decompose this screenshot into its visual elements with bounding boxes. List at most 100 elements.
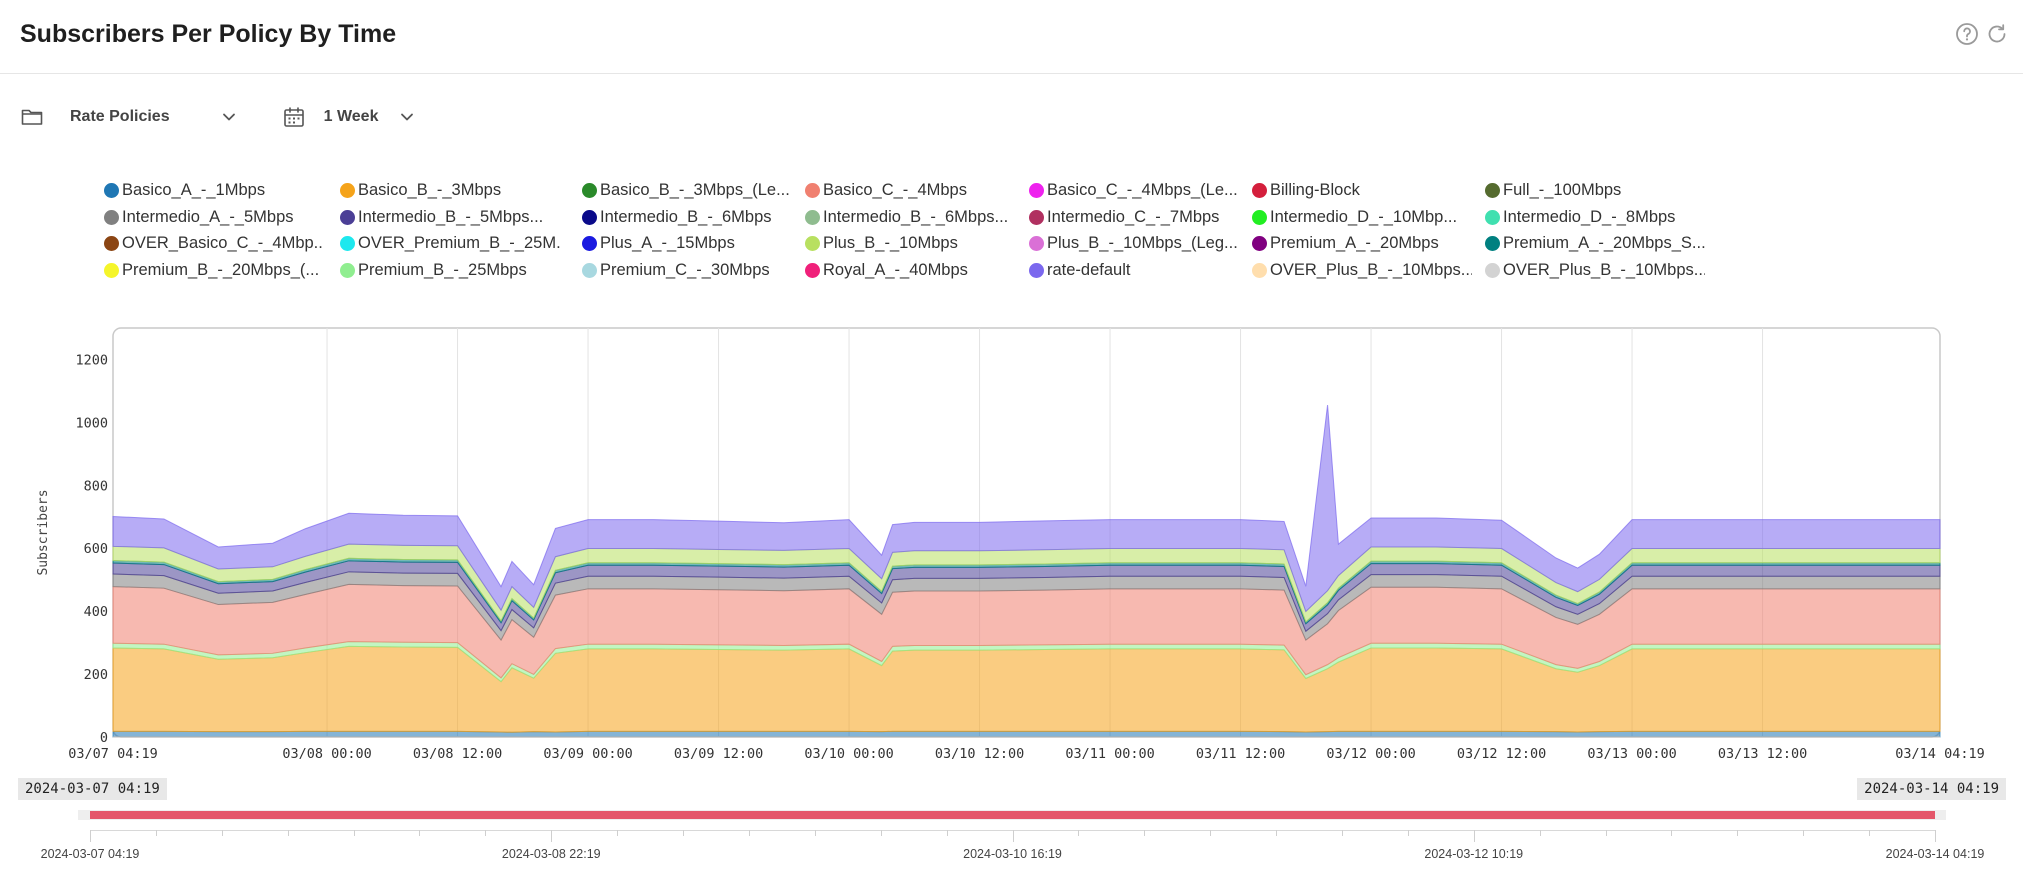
legend-item[interactable]: Plus_B_-_10Mbps — [805, 234, 1025, 253]
y-tick-label: 1000 — [75, 415, 108, 431]
x-tick-label: 03/11 00:00 — [1065, 746, 1154, 760]
legend-label: OVER_Plus_B_-_10Mbps... — [1270, 260, 1472, 279]
navigator-axis-label: 2024-03-14 04:19 — [1885, 847, 1985, 861]
legend-label: rate-default — [1047, 260, 1131, 279]
legend-color-swatch — [1252, 236, 1267, 251]
legend-label: Premium_C_-_30Mbps — [600, 260, 770, 279]
time-period-dropdown[interactable]: 1 Week — [324, 108, 417, 126]
legend-label: Intermedio_C_-_7Mbps — [1047, 207, 1220, 226]
legend-label: OVER_Basico_C_-_4Mbp... — [122, 234, 324, 252]
series-area[interactable] — [112, 645, 1941, 733]
range-navigator-selection[interactable] — [90, 811, 1935, 819]
legend-item[interactable]: OVER_Basico_C_-_4Mbp... — [104, 234, 324, 253]
legend-color-swatch — [104, 183, 119, 198]
legend-label: Premium_B_-_20Mbps_(... — [122, 260, 320, 279]
legend-item[interactable]: Intermedio_D_-_8Mbps — [1485, 208, 1705, 227]
navigator-tick — [1276, 830, 1278, 836]
navigator-tick — [1671, 830, 1673, 836]
calendar-icon — [282, 105, 306, 129]
legend-item[interactable]: OVER_Premium_B_-_25M... — [340, 234, 560, 253]
legend-color-swatch — [340, 209, 355, 225]
legend-label: Intermedio_B_-_6Mbps... — [823, 207, 1009, 226]
legend-color-swatch — [805, 183, 820, 198]
navigator-tick — [551, 830, 553, 842]
legend-item[interactable]: Premium_C_-_30Mbps — [582, 261, 802, 280]
legend-label: Full_-_100Mbps — [1503, 181, 1622, 199]
legend-item[interactable]: Intermedio_A_-_5Mbps — [104, 208, 324, 227]
legend-color-swatch — [1485, 209, 1500, 225]
legend-label: Premium_B_-_25Mbps — [358, 260, 527, 279]
legend-label: Basico_A_-_1Mbps — [122, 181, 266, 199]
y-tick-label: 800 — [84, 478, 108, 494]
navigator-axis-label: 2024-03-12 10:19 — [1424, 847, 1524, 861]
legend-item[interactable]: Basico_C_-_4Mbps — [805, 181, 1025, 200]
legend-item[interactable]: Billing-Block — [1252, 181, 1472, 200]
legend-label: Billing-Block — [1270, 181, 1360, 199]
navigator-axis-label: 2024-03-10 16:19 — [963, 847, 1062, 861]
legend-color-swatch — [1029, 262, 1044, 278]
navigator-tick — [880, 830, 882, 836]
legend-item[interactable]: Plus_B_-_10Mbps_(Leg... — [1029, 234, 1249, 253]
range-start-label: 2024-03-07 04:19 — [18, 778, 167, 800]
x-tick-label: 03/08 12:00 — [413, 746, 502, 760]
legend-label: OVER_Premium_B_-_25M... — [358, 234, 560, 252]
navigator-tick — [1341, 830, 1343, 836]
series-area[interactable] — [112, 405, 1941, 613]
refresh-icon[interactable] — [1985, 22, 2009, 46]
navigator-tick — [1869, 830, 1871, 836]
navigator-tick — [1144, 830, 1146, 836]
legend-color-swatch — [805, 236, 820, 251]
legend-color-swatch — [582, 236, 597, 251]
legend-label: Royal_A_-_40Mbps — [823, 260, 968, 279]
legend-color-swatch — [1485, 236, 1500, 251]
navigator-tick — [617, 830, 619, 836]
legend-label: OVER_Plus_B_-_10Mbps... — [1503, 260, 1705, 279]
navigator-tick — [1605, 830, 1607, 836]
navigator-tick — [1473, 830, 1475, 842]
legend-label: Basico_B_-_3Mbps_(Le... — [600, 181, 790, 199]
legend-item[interactable]: Full_-_100Mbps — [1485, 181, 1705, 200]
legend-label: Plus_B_-_10Mbps — [823, 234, 958, 252]
time-period-label: 1 Week — [323, 108, 379, 125]
legend-item[interactable]: Intermedio_B_-_6Mbps — [582, 208, 802, 227]
legend-item[interactable]: Premium_A_-_20Mbps — [1252, 234, 1472, 253]
legend-label: Intermedio_B_-_5Mbps... — [358, 207, 544, 226]
legend-item[interactable]: Premium_B_-_20Mbps_(... — [104, 261, 324, 280]
legend-item[interactable]: Royal_A_-_40Mbps — [805, 261, 1025, 280]
policy-group-dropdown[interactable]: Rate Policies — [70, 108, 238, 126]
legend-item[interactable]: Basico_B_-_3Mbps — [340, 181, 560, 200]
x-tick-label: 03/08 00:00 — [282, 746, 371, 760]
legend-color-swatch — [340, 262, 355, 278]
legend-item[interactable]: OVER_Plus_B_-_10Mbps... — [1485, 261, 1705, 280]
legend-item[interactable]: rate-default — [1029, 261, 1249, 280]
legend-item[interactable]: Basico_B_-_3Mbps_(Le... — [582, 181, 802, 200]
help-circle-icon[interactable] — [1955, 22, 1979, 46]
legend-item[interactable]: Intermedio_B_-_6Mbps... — [805, 208, 1025, 227]
legend-item[interactable]: OVER_Plus_B_-_10Mbps... — [1252, 261, 1472, 280]
x-tick-label: 03/10 12:00 — [935, 746, 1024, 760]
legend-color-swatch — [340, 236, 355, 251]
legend-color-swatch — [1252, 183, 1267, 198]
legend-label: Plus_B_-_10Mbps_(Leg... — [1047, 234, 1238, 252]
legend-item[interactable]: Intermedio_D_-_10Mbp... — [1252, 208, 1472, 227]
legend-item[interactable]: Basico_C_-_4Mbps_(Le... — [1029, 181, 1249, 200]
navigator-tick — [155, 830, 157, 836]
legend-label: Premium_A_-_20Mbps_S... — [1503, 234, 1705, 252]
legend-color-swatch — [582, 209, 597, 225]
x-tick-label: 03/14 04:19 — [1895, 746, 1984, 760]
x-tick-label: 03/11 12:00 — [1196, 746, 1285, 760]
legend-color-swatch — [104, 236, 119, 251]
legend-item[interactable]: Intermedio_C_-_7Mbps — [1029, 208, 1249, 227]
legend-label: Basico_B_-_3Mbps — [358, 181, 502, 199]
legend-item[interactable]: Premium_A_-_20Mbps_S... — [1485, 234, 1705, 253]
legend-color-swatch — [1485, 262, 1500, 278]
legend-item[interactable]: Premium_B_-_25Mbps — [340, 261, 560, 280]
y-tick-label: 0 — [100, 730, 108, 746]
legend-label: Plus_A_-_15Mbps — [600, 234, 735, 252]
chevron-down-icon — [398, 108, 416, 126]
legend-item[interactable]: Intermedio_B_-_5Mbps... — [340, 208, 560, 227]
legend-color-swatch — [1485, 183, 1500, 198]
series-area[interactable] — [112, 730, 1941, 738]
legend-item[interactable]: Basico_A_-_1Mbps — [104, 181, 324, 200]
legend-item[interactable]: Plus_A_-_15Mbps — [582, 234, 802, 253]
